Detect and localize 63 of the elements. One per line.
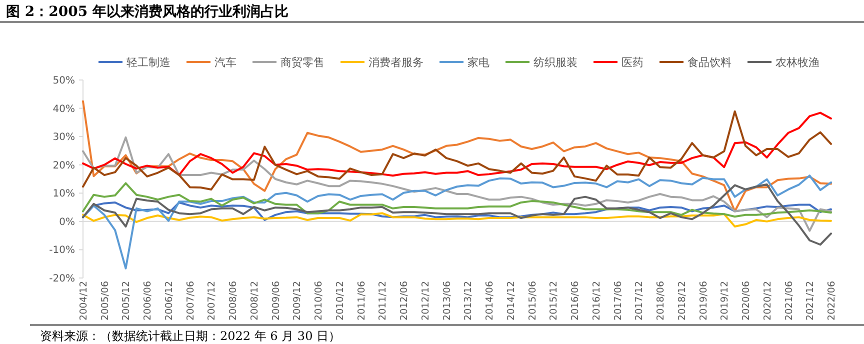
legend-label: 轻工制造 — [126, 56, 170, 69]
y-tick-label: 40% — [52, 104, 75, 115]
x-tick-label: 2022/06 — [826, 281, 838, 320]
line-series — [82, 110, 832, 190]
legend-label: 医药 — [622, 56, 644, 69]
line-series — [82, 100, 832, 212]
x-tick-label: 2019/06 — [698, 281, 710, 320]
x-tick-label: 2017/06 — [612, 281, 624, 320]
legend-label: 纺织服装 — [534, 56, 578, 69]
y-tick-label: -20% — [49, 274, 75, 284]
x-tick-label: 2019/12 — [720, 281, 731, 320]
x-tick-label: 2018/12 — [676, 281, 688, 320]
y-tick-label: 50% — [52, 76, 75, 86]
line-series — [82, 174, 832, 270]
x-tick-label: 2014/06 — [484, 281, 496, 320]
y-tick-label: 10% — [52, 188, 75, 200]
x-tick-label: 2013/06 — [442, 281, 453, 320]
y-tick-label: 0% — [59, 216, 75, 228]
x-tick-label: 2021/12 — [805, 281, 816, 320]
x-tick-label: 2012/06 — [399, 281, 410, 320]
line-series — [82, 136, 832, 232]
x-tick-label: 2017/12 — [634, 281, 646, 320]
line-series — [82, 182, 832, 218]
legend-label: 商贸零售 — [280, 56, 324, 69]
x-tick-label: 2020/06 — [741, 281, 752, 320]
x-tick-label: 2016/12 — [591, 281, 602, 320]
line-series — [82, 212, 832, 228]
y-tick-label: 30% — [52, 132, 75, 144]
x-tick-label: 2013/12 — [463, 281, 474, 320]
legend-label: 消费者服务 — [368, 56, 424, 69]
x-tick-label: 2006/12 — [164, 281, 175, 320]
x-tick-label: 2005/12 — [121, 281, 132, 320]
line-series — [82, 183, 832, 246]
x-tick-label: 2011/12 — [378, 281, 389, 320]
x-tick-label: 2021/06 — [784, 281, 795, 320]
y-tick-label: -10% — [49, 245, 75, 256]
x-tick-label: 2010/12 — [334, 281, 346, 320]
line-series — [82, 112, 832, 177]
x-tick-label: 2014/12 — [506, 281, 517, 320]
y-tick-label: 20% — [52, 160, 75, 172]
x-tick-label: 2008/06 — [228, 281, 240, 320]
x-tick-label: 2016/06 — [570, 281, 582, 320]
x-tick-label: 2007/06 — [185, 281, 196, 320]
chart-title: 图 2：2005 年以来消费风格的行业利润占比 — [6, 3, 288, 20]
x-tick-label: 2007/12 — [206, 281, 218, 320]
x-tick-label: 2015/12 — [548, 281, 560, 320]
x-tick-label: 2010/06 — [314, 281, 325, 320]
x-tick-label: 2009/12 — [292, 281, 304, 320]
x-tick-label: 2009/06 — [270, 281, 282, 320]
x-tick-label: 2005/06 — [100, 281, 111, 320]
x-tick-label: 2006/06 — [142, 281, 154, 320]
legend-label: 食品饮料 — [688, 56, 732, 69]
x-tick-label: 2012/12 — [420, 281, 432, 320]
x-tick-label: 2015/06 — [527, 281, 538, 320]
x-tick-label: 2018/06 — [656, 281, 667, 320]
x-tick-label: 2008/12 — [249, 281, 260, 320]
legend-label: 汽车 — [214, 56, 236, 69]
legend-label: 家电 — [468, 56, 490, 69]
x-tick-label: 2004/12 — [78, 281, 90, 320]
x-tick-label: 2011/06 — [356, 281, 368, 320]
x-tick-label: 2020/12 — [762, 281, 774, 320]
text: 资料来源：（数据统计截止日期：2022 年 6 月 30 日） — [40, 329, 341, 343]
legend-label: 农林牧渔 — [776, 56, 820, 69]
